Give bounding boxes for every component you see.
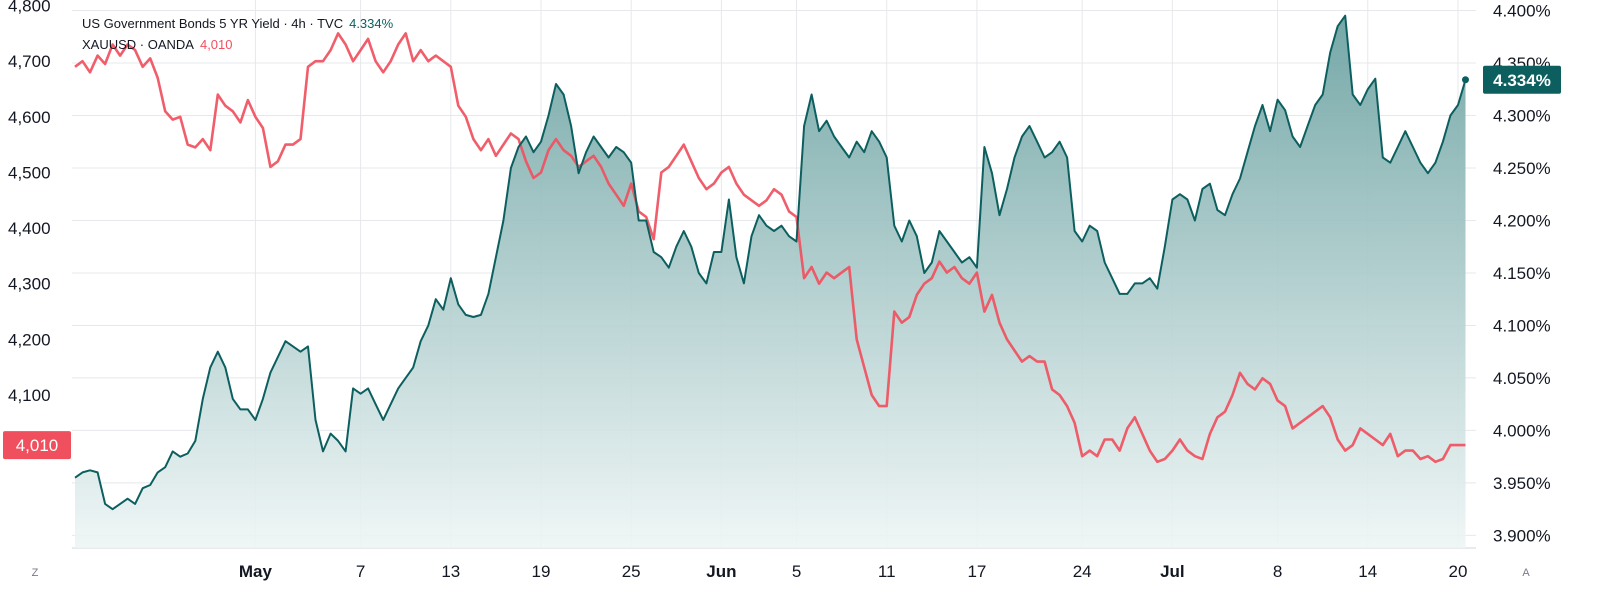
- yield-price-badge-text: 4.334%: [1493, 71, 1551, 90]
- left-axis-tick-label: 4,100: [8, 386, 51, 405]
- gold-line: [74, 32, 1466, 464]
- time-axis-tick-label: 11: [878, 562, 896, 581]
- time-axis-tick-label: 7: [356, 562, 365, 581]
- legend-yield-value: 4.334%: [349, 16, 394, 31]
- left-scale-mode-button[interactable]: Z: [31, 567, 39, 579]
- right-axis-tick-label: 4.150%: [1493, 264, 1551, 283]
- right-axis-tick-label: 3.900%: [1493, 526, 1551, 545]
- yield-area: [75, 15, 1466, 548]
- time-axis[interactable]: May 7 13 19 25 Jun 5 11 17 24 Jul 8 14 20: [239, 562, 1468, 581]
- left-axis-tick-label: 4,700: [8, 52, 51, 71]
- time-axis-tick-label: 24: [1073, 562, 1092, 581]
- time-axis-tick-label: 5: [792, 562, 801, 581]
- legend-row-yield[interactable]: US Government Bonds 5 YR Yield · 4h · TV…: [82, 13, 393, 34]
- legend-gold-label: XAUUSD · OANDA: [82, 37, 194, 52]
- yield-line: [74, 14, 1467, 511]
- time-axis-tick-label: Jun: [706, 562, 736, 581]
- time-axis-tick-label: May: [239, 562, 273, 581]
- left-axis-tick-label: 4,300: [8, 275, 51, 294]
- yield-series-line: [74, 14, 1467, 511]
- yield-price-badge: [1483, 65, 1561, 94]
- time-axis-tick-label: 25: [622, 562, 641, 581]
- right-axis-tick-label: 4.100%: [1493, 316, 1551, 335]
- time-axis-tick-label: Jul: [1160, 562, 1185, 581]
- left-axis-tick-label: 4,800: [8, 0, 51, 16]
- left-axis-tick-label: 4,500: [8, 163, 51, 182]
- legend-row-gold[interactable]: XAUUSD · OANDA 4,010: [82, 34, 393, 55]
- yield-area-fill: [75, 15, 1466, 548]
- legend-gold-value: 4,010: [199, 37, 233, 52]
- chart-legend: US Government Bonds 5 YR Yield · 4h · TV…: [82, 13, 393, 55]
- left-price-axis[interactable]: 4,800 4,700 4,600 4,500 4,400 4,300 4,200 4,100: [8, 0, 51, 405]
- left-axis-tick-label: 4,600: [8, 108, 51, 127]
- time-axis-tick-label: 13: [441, 562, 460, 581]
- gold-series-line: [74, 32, 1466, 464]
- left-axis-tick-label: 4,200: [8, 330, 51, 349]
- right-axis-tick-label: 4.250%: [1493, 159, 1551, 178]
- current-value-markers: 4,010 4.334%: [3, 65, 1561, 460]
- time-axis-tick-label: 8: [1273, 562, 1282, 581]
- time-axis-tick-label: 19: [532, 562, 551, 581]
- auto-scale-button[interactable]: A: [1522, 567, 1530, 579]
- right-axis-tick-label: 4.300%: [1493, 106, 1551, 125]
- right-axis-tick-label: 3.950%: [1493, 474, 1551, 493]
- right-price-axis[interactable]: 4.400%4.350%4.300%4.250%4.200%4.150%4.10…: [1493, 1, 1551, 545]
- time-axis-tick-label: 20: [1449, 562, 1468, 581]
- right-axis-tick-label: 4.050%: [1493, 369, 1551, 388]
- gold-price-badge: [3, 431, 71, 460]
- gold-price-badge-text: 4,010: [16, 436, 59, 455]
- yield-last-point: [1461, 76, 1469, 84]
- legend-yield-label: US Government Bonds 5 YR Yield · 4h · TV…: [82, 16, 344, 31]
- right-axis-tick-label: 4.400%: [1493, 1, 1551, 20]
- right-axis-tick-label: 4.200%: [1493, 211, 1551, 230]
- time-axis-tick-label: 14: [1358, 562, 1377, 581]
- right-axis-tick-label: 4.000%: [1493, 421, 1551, 440]
- left-axis-tick-label: 4,400: [8, 219, 51, 238]
- time-axis-tick-label: 17: [967, 562, 986, 581]
